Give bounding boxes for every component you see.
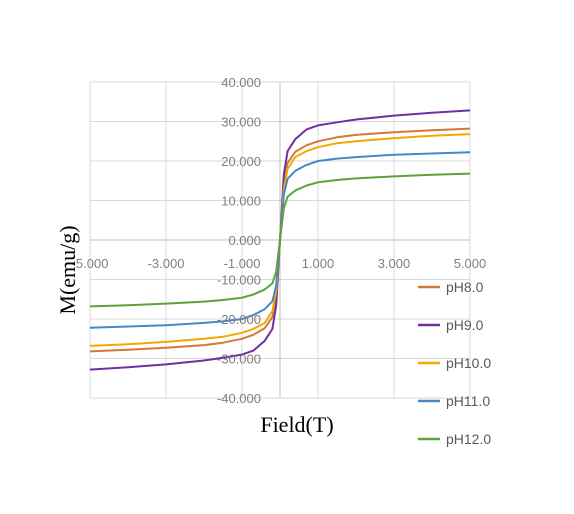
legend-label: pH10.0	[446, 355, 491, 371]
x-tick-label: 3.000	[378, 256, 411, 271]
x-tick-label: -1.000	[224, 256, 261, 271]
legend-label: pH11.0	[446, 393, 490, 409]
x-axis-label: Field(T)	[260, 412, 333, 437]
legend-label: pH9.0	[446, 317, 484, 333]
x-tick-label: -3.000	[148, 256, 185, 271]
legend-label: pH8.0	[446, 279, 484, 295]
y-tick-label: -20.000	[217, 312, 261, 327]
y-tick-label: 30.000	[221, 115, 261, 130]
tick-labels: -40.000 -30.000 -20.000 -10.000 0.000 10.000 2…	[72, 75, 487, 406]
y-tick-label: 40.000	[221, 75, 261, 90]
y-tick-label: 10.000	[221, 194, 261, 209]
x-tick-label: 1.000	[302, 256, 335, 271]
y-axis-label: M(emu/g)	[55, 225, 80, 314]
y-tick-label: -40.000	[217, 391, 261, 406]
legend: pH8.0 pH9.0 pH10.0 pH11.0 pH12.0	[418, 279, 491, 447]
series-layer	[89, 109, 471, 371]
x-tick-label: -5.000	[72, 256, 109, 271]
x-tick-label: 5.000	[454, 256, 487, 271]
y-tick-label: 20.000	[221, 154, 261, 169]
legend-label: pH12.0	[446, 431, 491, 447]
y-tick-label: 0.000	[228, 233, 261, 248]
y-tick-label: -30.000	[217, 352, 261, 367]
y-tick-label: -10.000	[217, 273, 261, 288]
series-line-ph12-0	[89, 172, 471, 308]
